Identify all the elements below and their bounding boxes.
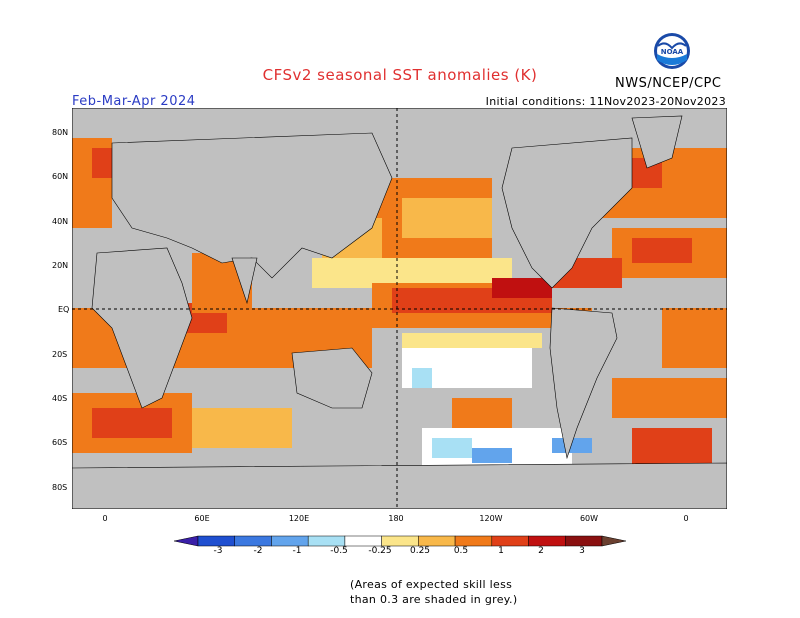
lon-label: 60E bbox=[194, 514, 210, 523]
noaa-logo-icon: NOAA bbox=[654, 33, 690, 69]
lat-label: 40N bbox=[52, 217, 69, 226]
colorbar-box bbox=[418, 535, 456, 547]
colorbar-box bbox=[565, 535, 603, 547]
colorbar-label: -0.5 bbox=[330, 546, 348, 556]
colorbar-box bbox=[234, 535, 272, 547]
lat-label: 40S bbox=[52, 394, 68, 403]
lat-label: 80N bbox=[52, 128, 69, 137]
logo-text: NOAA bbox=[661, 48, 684, 56]
colorbar-high-arrow bbox=[601, 535, 627, 547]
colorbar-box bbox=[307, 535, 346, 547]
colorbar-label: -0.25 bbox=[368, 546, 392, 556]
colorbar bbox=[173, 535, 627, 547]
note-line-2: than 0.3 are shaded in grey.) bbox=[350, 593, 518, 606]
colorbar-label: 2 bbox=[538, 546, 544, 556]
lon-label: 0 bbox=[102, 514, 108, 523]
lat-label: 20N bbox=[52, 261, 69, 270]
lat-label: 20S bbox=[52, 350, 68, 359]
colorbar-label: 0.25 bbox=[409, 546, 431, 556]
colorbar-label: 0.5 bbox=[453, 546, 469, 556]
colorbar-low-arrow bbox=[173, 535, 199, 547]
season-label: Feb-Mar-Apr 2024 bbox=[72, 94, 196, 109]
skill-note: (Areas of expected skill less than 0.3 a… bbox=[350, 577, 517, 607]
colorbar-label: 3 bbox=[579, 546, 585, 556]
colorbar-label: 1 bbox=[498, 546, 504, 556]
colorbar-box bbox=[197, 535, 235, 547]
lat-label: 60N bbox=[52, 172, 69, 181]
initial-conditions-label: Initial conditions: 11Nov2023-20Nov2023 bbox=[485, 95, 726, 108]
lon-label: 180 bbox=[388, 514, 404, 523]
colorbar-box bbox=[491, 535, 529, 547]
lat-label: EQ bbox=[58, 305, 70, 314]
lat-label: 60S bbox=[52, 438, 68, 447]
lon-label: 120E bbox=[288, 514, 310, 523]
lon-label: 60W bbox=[579, 514, 599, 523]
colorbar-label: -1 bbox=[292, 546, 302, 556]
agency-label: NWS/NCEP/CPC bbox=[615, 76, 722, 91]
colorbar-box bbox=[381, 535, 419, 547]
colorbar-box bbox=[344, 535, 382, 547]
colorbar-box bbox=[528, 535, 566, 547]
sst-anomaly-map bbox=[72, 108, 727, 509]
map-title: CFSv2 seasonal SST anomalies (K) bbox=[262, 66, 538, 84]
lon-label: 120W bbox=[479, 514, 503, 523]
lon-label: 0 bbox=[683, 514, 689, 523]
colorbar-box bbox=[454, 535, 493, 547]
note-line-1: (Areas of expected skill less bbox=[350, 578, 513, 591]
continents bbox=[72, 115, 727, 509]
lat-label: 80S bbox=[52, 483, 68, 492]
colorbar-box bbox=[271, 535, 309, 547]
colorbar-label: -3 bbox=[213, 546, 223, 556]
colorbar-label: -2 bbox=[253, 546, 263, 556]
